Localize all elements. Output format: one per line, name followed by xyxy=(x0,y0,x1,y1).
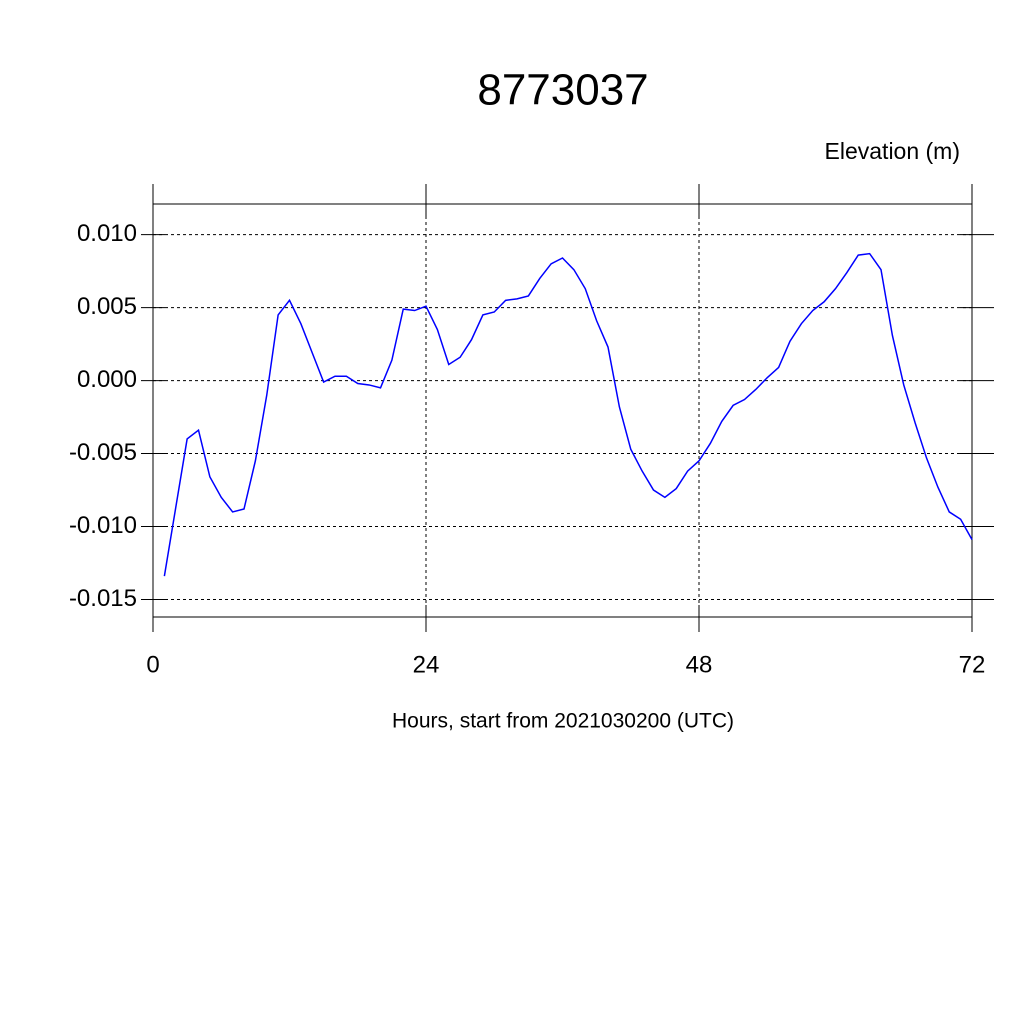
plot-frame xyxy=(152,203,973,618)
y-tick-label: 0.000 xyxy=(77,366,137,393)
y-tick-label: 0.010 xyxy=(77,220,137,247)
y-tick-label: 0.005 xyxy=(77,293,137,320)
x-axis-title: Hours, start from 2021030200 (UTC) xyxy=(392,710,734,733)
y-axis-title: Elevation (m) xyxy=(825,138,960,164)
x-tick-label: 24 xyxy=(413,651,440,678)
y-tick-label: -0.015 xyxy=(69,585,137,612)
data-line xyxy=(163,252,973,577)
chart-title: 8773037 xyxy=(477,66,648,115)
x-tick-label: 0 xyxy=(146,651,159,678)
x-tick-label: 48 xyxy=(686,651,713,678)
y-tick-label: -0.005 xyxy=(69,439,137,466)
x-tick-label: 72 xyxy=(959,651,986,678)
y-tick-label: -0.010 xyxy=(69,512,137,539)
